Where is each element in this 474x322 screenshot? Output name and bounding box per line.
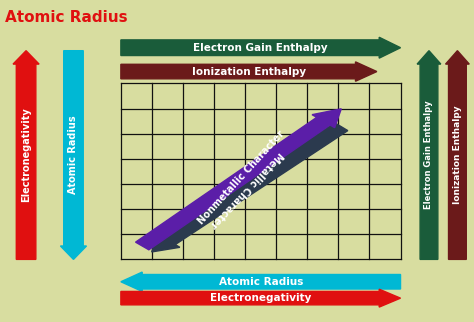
Text: Electronegativity: Electronegativity [210,293,311,303]
FancyArrow shape [121,37,401,58]
Text: Ionization Enthalpy: Ionization Enthalpy [453,106,462,204]
Text: Metallic Character: Metallic Character [208,149,285,229]
Text: Atomic Radius: Atomic Radius [219,277,303,287]
Text: Ionization Enthalpy: Ionization Enthalpy [192,67,306,77]
FancyArrow shape [446,51,469,260]
FancyArrow shape [121,289,401,307]
FancyArrow shape [417,51,441,260]
Text: Atomic Radius: Atomic Radius [5,10,128,25]
Text: Electron Gain Enthalpy: Electron Gain Enthalpy [193,43,328,53]
FancyArrow shape [61,51,86,260]
FancyArrow shape [152,123,348,252]
Text: Atomic Radius: Atomic Radius [68,116,79,194]
Text: Electron Gain Enthalpy: Electron Gain Enthalpy [425,101,433,209]
FancyArrow shape [13,51,39,260]
FancyArrow shape [136,109,341,250]
FancyArrow shape [121,62,377,81]
FancyArrow shape [121,272,401,291]
Text: Nonmetallic Character: Nonmetallic Character [197,128,287,226]
Text: Electronegativity: Electronegativity [21,108,31,203]
